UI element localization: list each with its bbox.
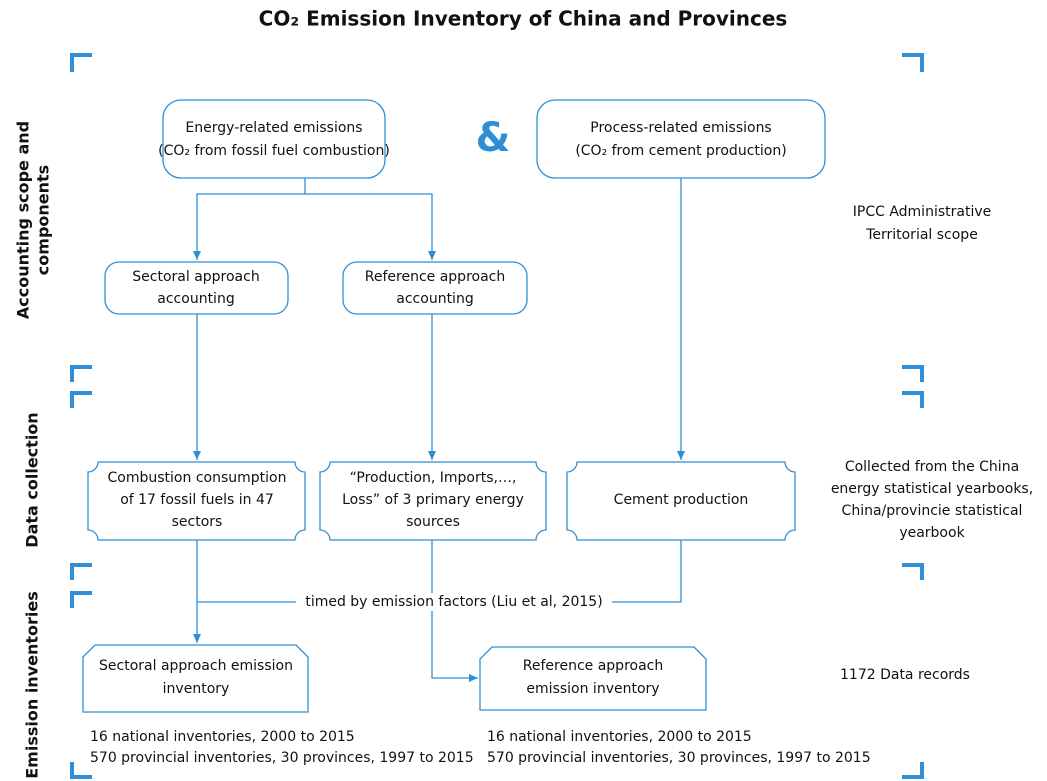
note: 1172 Data records <box>840 667 970 683</box>
connectors <box>193 178 685 682</box>
footnote: 16 national inventories, 2000 to 2015 <box>487 729 752 745</box>
section-label: Data collection <box>23 412 42 547</box>
node-text: inventory <box>163 681 230 697</box>
node-text: emission inventory <box>526 681 659 697</box>
node <box>87 461 306 541</box>
footnote: 570 provincial inventories, 30 provinces… <box>90 750 474 766</box>
node-text: Process-related emissions <box>590 120 771 136</box>
node <box>319 461 547 541</box>
node <box>342 261 528 315</box>
node-text: of 17 fossil fuels in 47 <box>120 492 274 508</box>
node <box>82 644 309 713</box>
note: energy statistical yearbooks, <box>831 481 1033 497</box>
footnote: 16 national inventories, 2000 to 2015 <box>90 729 355 745</box>
node-text: Reference approach <box>523 658 663 674</box>
node-text: “Production, Imports,…, <box>350 470 517 486</box>
node-text: Sectoral approach emission <box>99 658 293 674</box>
node-text: Combustion consumption <box>108 470 287 486</box>
brackets <box>70 53 924 779</box>
node-text: Reference approach <box>365 269 505 285</box>
note: yearbook <box>899 525 965 541</box>
title: CO₂ Emission Inventory of China and Prov… <box>259 7 788 31</box>
node-text: accounting <box>157 291 234 307</box>
note: Collected from the China <box>845 459 1019 475</box>
node-text: Energy-related emissions <box>185 120 362 136</box>
section-label: components <box>34 165 53 275</box>
node <box>104 261 289 315</box>
node-text: (CO₂ from fossil fuel combustion) <box>158 143 390 159</box>
label-bg <box>296 593 612 611</box>
note: IPCC Administrative <box>853 204 991 220</box>
node <box>162 99 386 179</box>
node-text: Cement production <box>614 492 749 508</box>
section-label: Accounting scope and <box>14 121 33 319</box>
edge-label: timed by emission factors (Liu et al, 20… <box>305 594 602 610</box>
node-text: Loss” of 3 primary energy <box>342 492 524 508</box>
node <box>536 99 826 179</box>
node-text: sources <box>406 514 460 530</box>
node-text: Sectoral approach <box>132 269 259 285</box>
footnote: 570 provincial inventories, 30 provinces… <box>487 750 871 766</box>
note: China/provincie statistical <box>842 503 1023 519</box>
node <box>566 461 796 541</box>
node-text: sectors <box>172 514 223 530</box>
node-text: (CO₂ from cement production) <box>575 143 786 159</box>
node-text: accounting <box>396 291 473 307</box>
section-label: Emission inventories <box>23 591 42 779</box>
node <box>479 646 707 711</box>
ampersand: & <box>476 115 511 161</box>
note: Territorial scope <box>865 227 978 243</box>
